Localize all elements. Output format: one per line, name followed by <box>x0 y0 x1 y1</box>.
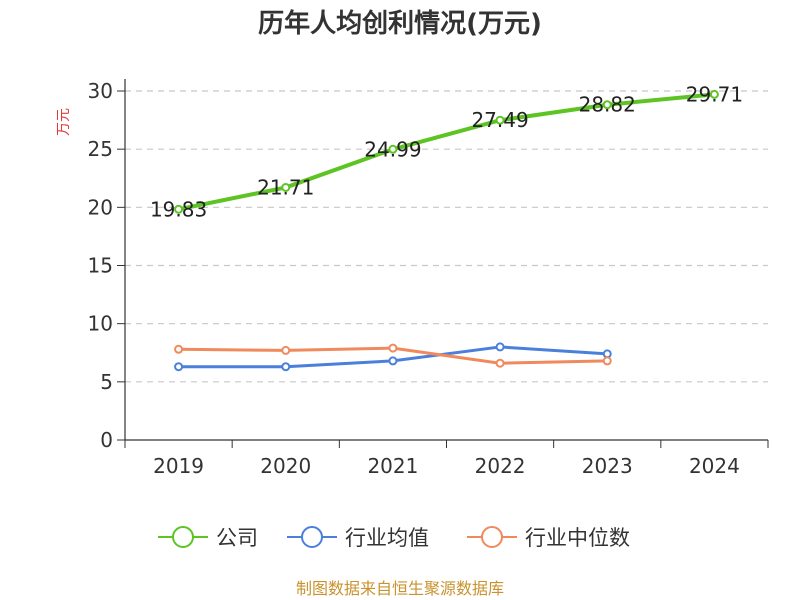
legend[interactable]: 公司 行业均值 行业中位数 <box>158 526 630 550</box>
data-point[interactable] <box>495 342 505 352</box>
x-tick-label: 2021 <box>367 454 418 478</box>
legend-item-2[interactable]: 行业中位数 <box>467 526 630 550</box>
data-point[interactable] <box>495 358 505 368</box>
data-labels: 19.83 21.71 24.99 27.49 28.82 29.71 <box>150 82 743 221</box>
data-point[interactable] <box>388 356 398 366</box>
data-point[interactable] <box>602 356 612 366</box>
y-tick-label: 25 <box>88 137 113 161</box>
chart-title: 历年人均创利情况(万元) <box>258 8 542 39</box>
y-tick-label: 5 <box>100 370 113 394</box>
source-note: 制图数据来自恒生聚源数据库 <box>296 579 504 598</box>
data-point[interactable] <box>174 204 184 214</box>
axes: 0 5 10 15 20 25 30 2019 2020 2021 2022 2023 2024 <box>88 79 769 478</box>
legend-item-1[interactable]: 行业均值 <box>287 526 429 550</box>
x-tick-label: 2023 <box>582 454 633 478</box>
data-point[interactable] <box>709 89 719 99</box>
data-point[interactable] <box>602 100 612 110</box>
data-label: 21.71 <box>257 175 314 199</box>
data-point[interactable] <box>495 115 505 125</box>
data-point[interactable] <box>602 349 612 359</box>
legend-label: 公司 <box>216 526 258 550</box>
x-tick-label: 2024 <box>689 454 740 478</box>
legend-label: 行业中位数 <box>525 526 630 550</box>
legend-label: 行业均值 <box>345 526 429 550</box>
data-point[interactable] <box>174 362 184 372</box>
series-lines <box>174 89 719 372</box>
y-axis-label: 万元 <box>56 108 72 136</box>
data-point[interactable] <box>388 144 398 154</box>
data-label: 19.83 <box>150 197 207 221</box>
data-label: 28.82 <box>579 93 636 117</box>
data-point[interactable] <box>174 344 184 354</box>
data-point[interactable] <box>281 345 291 355</box>
series-line-0 <box>176 92 717 212</box>
legend-marker-icon <box>172 526 194 548</box>
y-tick-label: 20 <box>88 195 113 219</box>
data-label: 24.99 <box>364 137 421 161</box>
data-point[interactable] <box>281 182 291 192</box>
y-tick-label: 10 <box>88 312 113 336</box>
x-tick-label: 2022 <box>475 454 526 478</box>
y-tick-label: 0 <box>100 428 113 452</box>
data-point[interactable] <box>388 343 398 353</box>
data-point[interactable] <box>281 362 291 372</box>
legend-item-0[interactable]: 公司 <box>158 526 258 550</box>
y-tick-label: 15 <box>88 254 113 278</box>
grid-lines <box>125 90 768 383</box>
data-label: 27.49 <box>471 108 528 132</box>
x-tick-label: 2020 <box>260 454 311 478</box>
data-label: 29.71 <box>686 82 743 106</box>
y-tick-label: 30 <box>88 79 113 103</box>
legend-marker-icon <box>481 526 503 548</box>
legend-marker-icon <box>301 526 323 548</box>
x-tick-label: 2019 <box>153 454 204 478</box>
